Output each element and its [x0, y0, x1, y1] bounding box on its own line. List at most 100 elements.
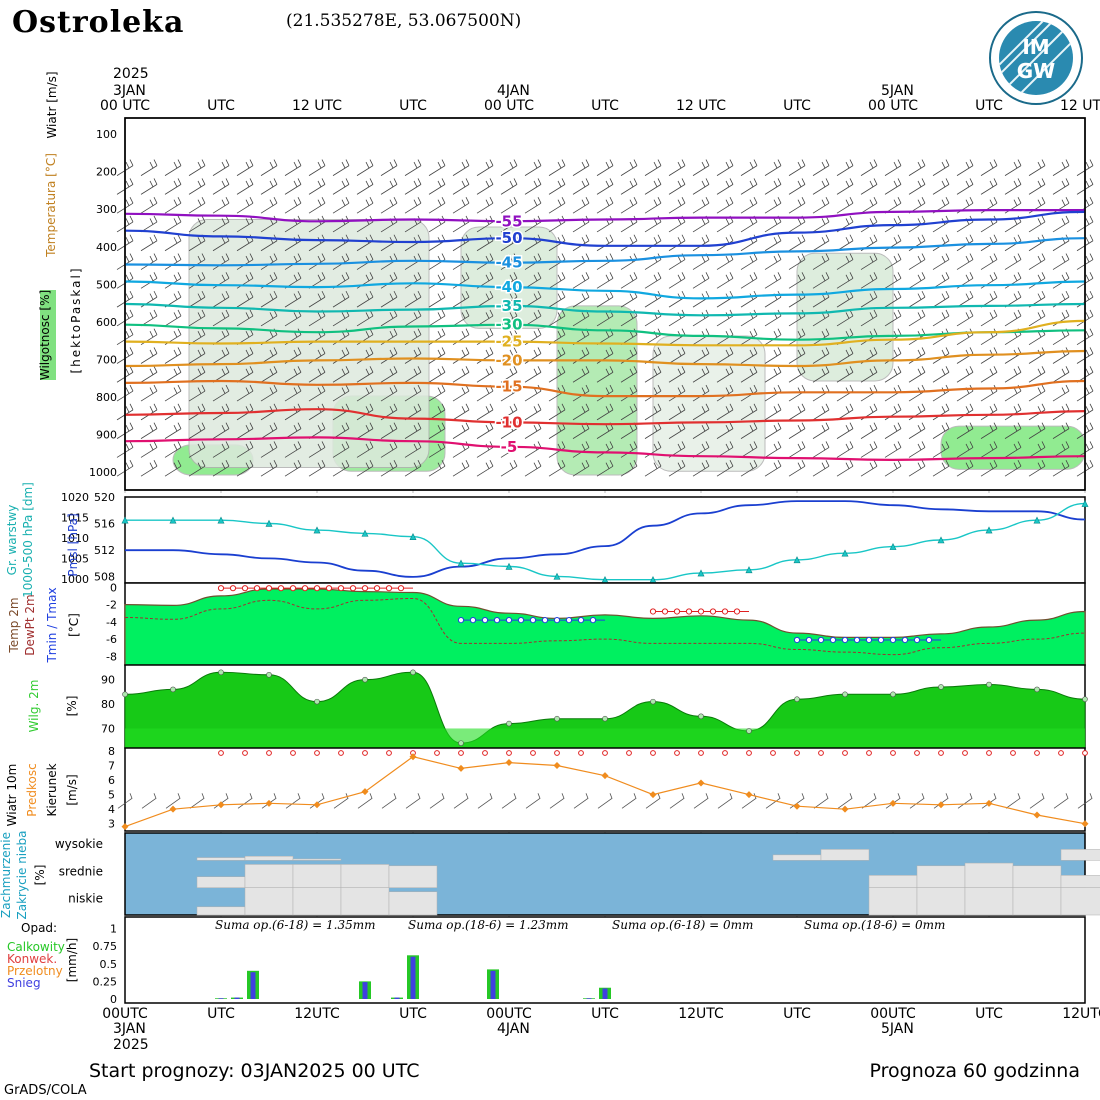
day-year-label-bottom: 2025: [113, 1037, 149, 1053]
humidity-legend-swatch: [40, 290, 56, 380]
cloud-bar: [1060, 849, 1100, 861]
wind-speed-marker: [601, 772, 609, 780]
wind-barb: [1004, 272, 1022, 289]
wind-barb: [1052, 178, 1070, 195]
wind-barb: [572, 178, 590, 195]
rh-marker: [794, 696, 800, 702]
wind-barb: [404, 384, 422, 402]
wind-barb: [1004, 178, 1022, 195]
wind-barb: [1052, 460, 1070, 477]
wind-barb: [164, 309, 182, 327]
tminmax-marker: [649, 608, 657, 615]
top-marker: [434, 750, 440, 756]
wind-barb: [788, 159, 806, 176]
rh-marker: [506, 720, 512, 727]
tminmax-marker: [577, 617, 585, 624]
wind-barb: [236, 309, 254, 327]
wind-barb: [620, 159, 638, 176]
wind-barb: [764, 441, 782, 458]
wind-barb: [884, 253, 902, 270]
wind-barb: [836, 366, 854, 383]
wind-barb: [860, 159, 878, 176]
wind-tick-label: 4: [108, 803, 115, 816]
isotherm-line: [124, 237, 1086, 267]
precip-bar-snow: [586, 998, 592, 999]
top-marker: [722, 750, 728, 756]
tminmax-marker: [853, 636, 861, 644]
day-year-label-top: 2025: [113, 66, 149, 82]
wind-barb: [717, 793, 733, 809]
wind-barb: [740, 460, 758, 477]
wind-barb: [740, 253, 758, 270]
label-zakrycie: Zakrycie nieba: [15, 831, 29, 920]
label-temp2m: Temp 2m: [7, 597, 21, 653]
wind-barb: [1052, 366, 1070, 383]
wind-barb: [884, 460, 902, 477]
isotherm-label: -20: [495, 351, 522, 369]
wind-barb: [212, 215, 230, 233]
top-time-label: 12 UTC: [1060, 98, 1100, 114]
wind-barb: [764, 197, 782, 214]
wind-barb: [404, 366, 422, 383]
wind-barb: [572, 460, 590, 477]
wind-barb: [1028, 441, 1046, 458]
thickness-marker: [937, 536, 945, 544]
wind-barb: [764, 178, 782, 195]
precip-tick-label: 0: [110, 993, 117, 1006]
thickness-marker: [169, 516, 177, 524]
wind-barb: [428, 366, 446, 383]
wind-barb: [716, 197, 734, 214]
wind-barb: [548, 290, 566, 308]
top-marker: [314, 750, 320, 756]
wind-barb: [140, 159, 158, 176]
wind-barb: [548, 272, 566, 289]
wind-barb: [548, 178, 566, 195]
tminmax-marker: [241, 585, 249, 592]
wind-barb: [188, 272, 206, 289]
pressure-tick-label: 1000: [89, 466, 117, 479]
wind-barb: [332, 197, 350, 214]
precip-bar-snow: [602, 988, 608, 999]
top-time-label: 00 UTC: [100, 98, 150, 114]
temp-tick-label: -2: [106, 599, 117, 612]
bottom-time-label: UTC: [591, 1006, 619, 1022]
rh-marker: [1034, 686, 1040, 693]
wind-barb: [188, 460, 206, 477]
top-marker: [482, 750, 488, 756]
wind-barb: [164, 384, 182, 402]
wind-barb: [164, 460, 182, 477]
wind-barb: [572, 384, 590, 402]
rh-marker: [314, 698, 320, 705]
wind-barb: [644, 403, 662, 421]
wind-barb: [668, 366, 686, 383]
wind-barb: [788, 422, 806, 439]
pmsl-tick-label: 1005: [61, 552, 89, 565]
wind-barb: [140, 290, 158, 308]
wind-barb: [812, 366, 830, 383]
wind-barb: [236, 460, 254, 477]
wind-barb: [596, 159, 614, 176]
wind-barb: [692, 422, 710, 439]
isotherm-label: -30: [495, 316, 522, 334]
precip-legend-title: Opad:: [21, 921, 57, 935]
precip-sum-label: Suma op.(6-18) = 0mm: [612, 918, 753, 932]
wind-barb: [1004, 441, 1022, 458]
isotherm-line: [124, 408, 1086, 426]
tminmax-marker: [277, 585, 285, 592]
wind-barb: [524, 366, 542, 383]
wind-speed-marker: [745, 791, 753, 799]
pressure-tick-label: 900: [96, 429, 117, 442]
wind-barb: [452, 178, 470, 195]
wind-barb: [572, 272, 590, 289]
wind-speed-marker: [121, 823, 129, 831]
precip-bar-snow: [490, 970, 496, 999]
wind-barb: [452, 328, 470, 346]
rh-tick-label: 90: [101, 674, 115, 687]
wind-barb: [693, 793, 709, 809]
wind-barb: [932, 366, 950, 383]
wind-barb: [836, 460, 854, 477]
wind-barb: [1052, 197, 1070, 214]
wind-barb: [812, 422, 830, 439]
wind-barb: [500, 159, 518, 176]
thickness-marker: [793, 556, 801, 564]
